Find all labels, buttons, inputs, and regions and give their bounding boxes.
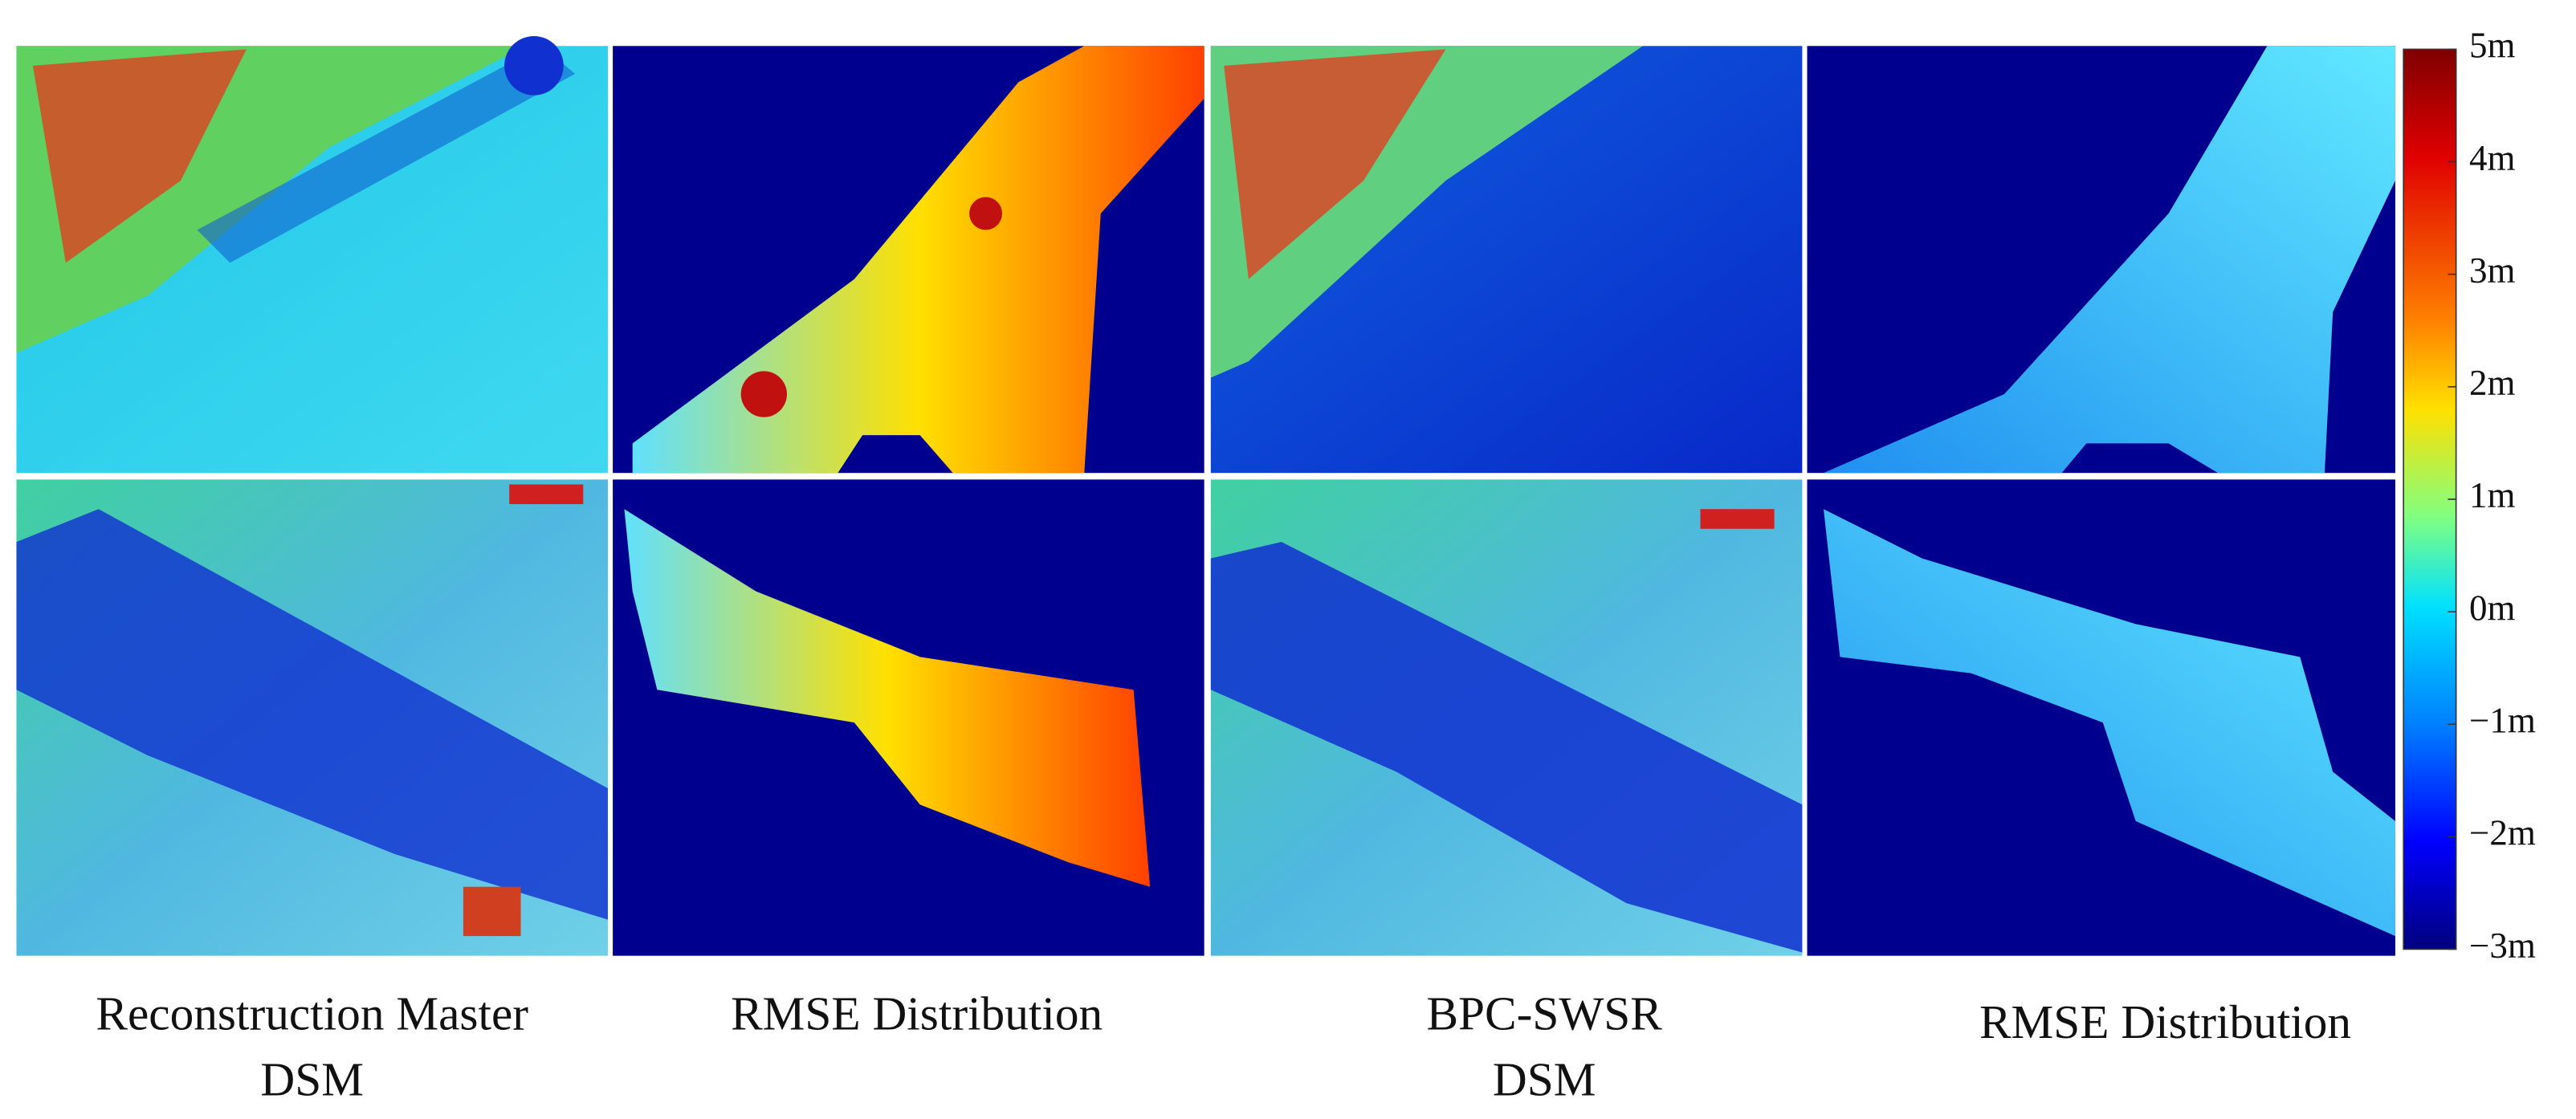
colorbar-ticks: 5m 4m 3m 2m 1m 0m −1m −2m −3m	[2448, 26, 2536, 966]
error-region	[1823, 509, 2395, 937]
tick-label: −1m	[2469, 701, 2536, 741]
panel-caption: DSM	[260, 1053, 364, 1106]
tick-label: 2m	[2469, 363, 2516, 403]
panel-caption: DSM	[1493, 1053, 1596, 1106]
tick-label: 0m	[2469, 588, 2516, 628]
tick-label: 3m	[2469, 250, 2516, 291]
panel-caption: Reconstruction Master	[96, 987, 528, 1040]
building	[1700, 509, 1775, 529]
blob	[969, 197, 1003, 230]
error-region	[624, 509, 1151, 887]
river	[16, 509, 608, 920]
buildings	[1224, 49, 1446, 279]
tick-label: 1m	[2469, 475, 2516, 515]
blob	[504, 36, 564, 96]
tick-label: 5m	[2469, 26, 2516, 66]
buildings	[32, 49, 247, 263]
panel-caption: BPC-SWSR	[1426, 987, 1662, 1040]
blob	[740, 371, 787, 417]
building	[463, 886, 521, 937]
error-region	[632, 46, 1204, 474]
tick-label: 4m	[2469, 138, 2516, 178]
building	[509, 484, 584, 505]
tick-label: −2m	[2469, 813, 2536, 853]
panel-caption: RMSE Distribution	[731, 987, 1103, 1040]
river	[1210, 542, 1803, 953]
error-region	[1823, 46, 2395, 474]
captions: Reconstruction Master DSM RMSE Distributio…	[96, 987, 2351, 1106]
colorbar	[2403, 48, 2457, 950]
riverbank	[197, 46, 576, 263]
tick-label: −3m	[2469, 926, 2536, 966]
panel-caption: RMSE Distribution	[1979, 995, 2351, 1048]
